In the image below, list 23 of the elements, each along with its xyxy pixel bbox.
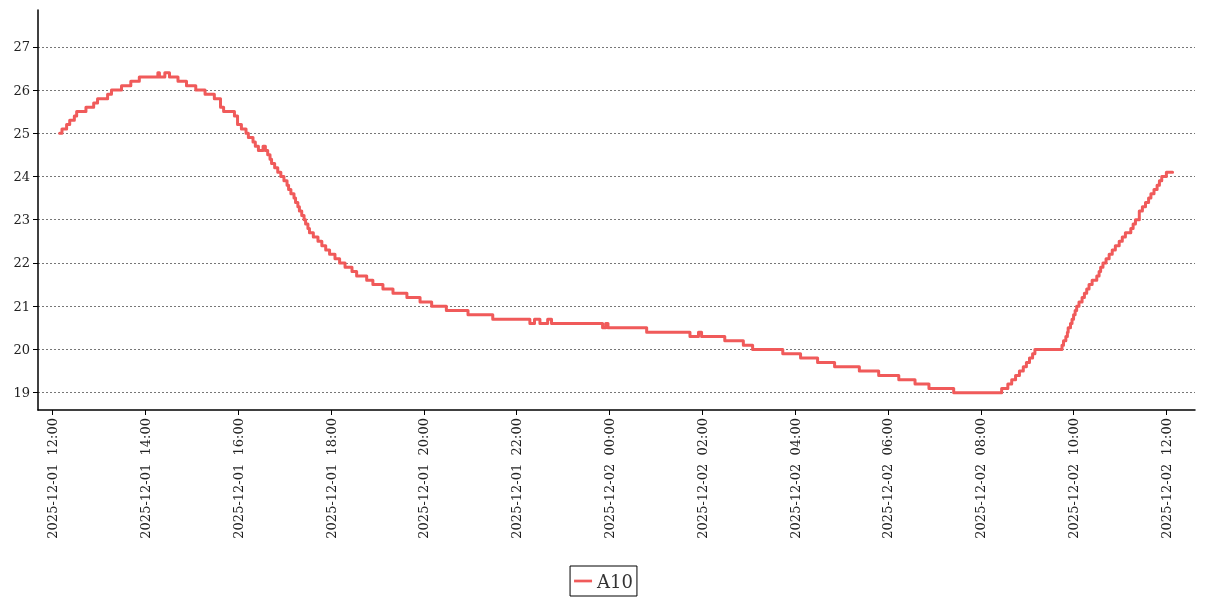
y-tick-label: 26 [13,82,30,98]
x-tick-label: 2025-12-01 16:00 [230,418,246,539]
y-tick-label: 21 [13,298,30,314]
x-tick-label: 2025-12-02 00:00 [602,418,618,539]
legend-label: A10 [596,570,633,592]
y-tick-label: 25 [13,125,30,141]
y-tick-label: 19 [13,385,30,401]
y-tick-label: 24 [13,168,30,184]
x-tick-label: 2025-12-01 20:00 [416,418,432,539]
x-tick-label: 2025-12-02 10:00 [1066,418,1082,539]
y-tick-label: 20 [13,341,30,357]
x-tick-label: 2025-12-02 06:00 [880,418,896,539]
x-tick-label: 2025-12-02 12:00 [1158,418,1174,539]
y-tick-label: 22 [13,255,30,271]
x-tick-label: 2025-12-01 18:00 [323,418,339,539]
x-tick-label: 2025-12-02 02:00 [694,418,710,539]
x-tick-label: 2025-12-02 04:00 [787,418,803,539]
x-tick-label: 2025-12-01 22:00 [509,418,525,539]
y-tick-label: 27 [13,39,30,55]
y-tick-label: 23 [13,212,30,228]
x-tick-label: 2025-12-02 08:00 [973,418,989,539]
x-tick-label: 2025-12-01 12:00 [45,418,61,539]
x-tick-label: 2025-12-01 14:00 [138,418,153,539]
